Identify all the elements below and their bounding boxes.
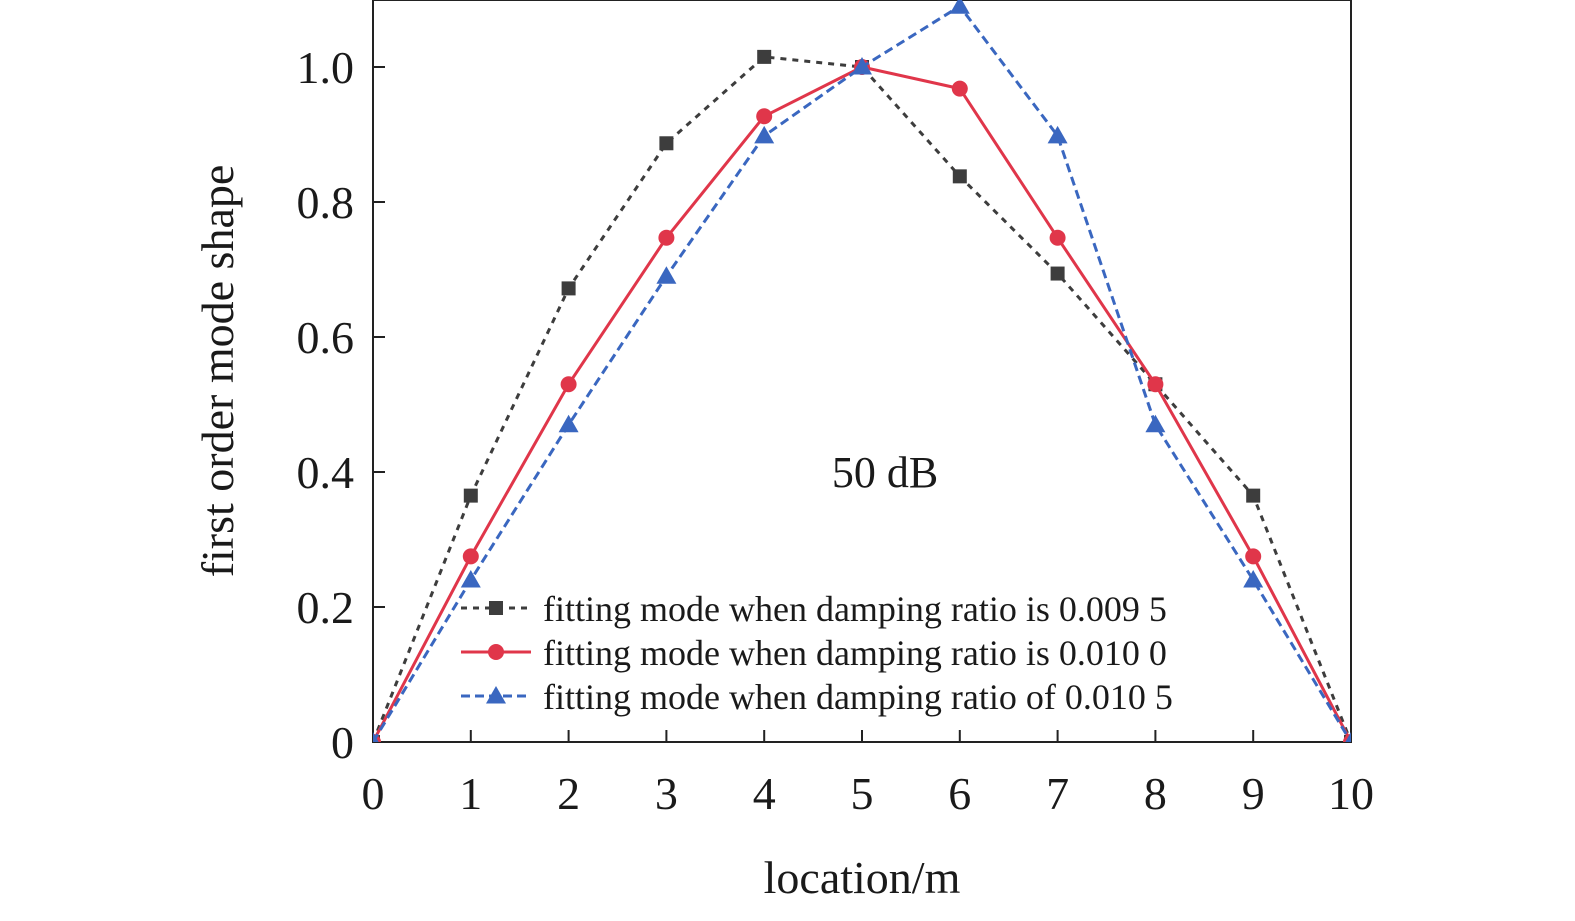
series-point: [1245, 548, 1262, 565]
x-tick-label: 6: [948, 768, 971, 819]
series-point: [373, 732, 379, 742]
plot-frame: [372, 0, 1352, 743]
series-point: [460, 570, 481, 588]
x-tick-label: 10: [1328, 768, 1374, 819]
series-point: [756, 108, 773, 125]
x-tick-label: 7: [1046, 768, 1069, 819]
x-tick-label: 0: [362, 768, 385, 819]
series-point: [659, 136, 674, 151]
y-tick-label: 0.8: [297, 177, 355, 228]
series-point: [951, 80, 968, 97]
y-axis-label: first order mode shape: [192, 165, 243, 578]
x-tick-label: 3: [655, 768, 678, 819]
x-tick-label: 8: [1144, 768, 1167, 819]
series-point: [1050, 266, 1065, 281]
legend-marker: [488, 644, 504, 660]
y-tick-label: 0.2: [297, 582, 355, 633]
series-point: [1246, 488, 1261, 503]
series-point: [463, 488, 478, 503]
y-tick-label: 0.6: [297, 312, 355, 363]
x-tick-label: 2: [557, 768, 580, 819]
series-point: [757, 49, 772, 64]
series-point: [1047, 125, 1068, 144]
legend-marker: [486, 686, 506, 704]
series-point: [852, 57, 872, 75]
chart-annotation: 50 dB: [832, 448, 938, 497]
x-tick-label: 1: [459, 768, 482, 819]
series-point: [560, 376, 577, 393]
series-point: [952, 169, 967, 184]
x-tick-label: 5: [851, 768, 874, 819]
x-axis: 0 1 2 3 4 5 6 7 8 9 10: [362, 730, 1374, 819]
series-point: [754, 125, 775, 144]
series-point: [1049, 229, 1066, 246]
legend-label: fitting mode when damping ratio is 0.009…: [543, 589, 1167, 629]
series-layer: [373, 0, 1351, 742]
x-tick-label: 9: [1242, 768, 1265, 819]
series-point: [558, 414, 579, 433]
legend-label: fitting mode when damping ratio of 0.010…: [543, 677, 1173, 717]
y-axis: 0 0.2 0.4 0.6 0.8 1.0: [297, 42, 385, 768]
y-tick-label: 1.0: [297, 42, 355, 93]
y-tick-label: 0: [331, 717, 354, 768]
y-tick-label: 0.4: [297, 447, 355, 498]
x-axis-label: location/m: [764, 852, 961, 903]
series-point: [1147, 376, 1164, 393]
series-point: [561, 281, 576, 296]
legend: fitting mode when damping ratio is 0.009…: [461, 589, 1173, 717]
legend-marker: [489, 601, 503, 615]
x-tick-label: 4: [753, 768, 776, 819]
series-line: [373, 4, 1351, 742]
series-point: [656, 266, 677, 284]
legend-label: fitting mode when damping ratio is 0.010…: [543, 633, 1167, 673]
series-point: [1145, 414, 1166, 433]
series-point: [949, 0, 970, 14]
series-point: [658, 229, 675, 246]
series-point: [1243, 570, 1264, 588]
series-point: [1345, 732, 1351, 742]
series-point: [462, 548, 479, 565]
